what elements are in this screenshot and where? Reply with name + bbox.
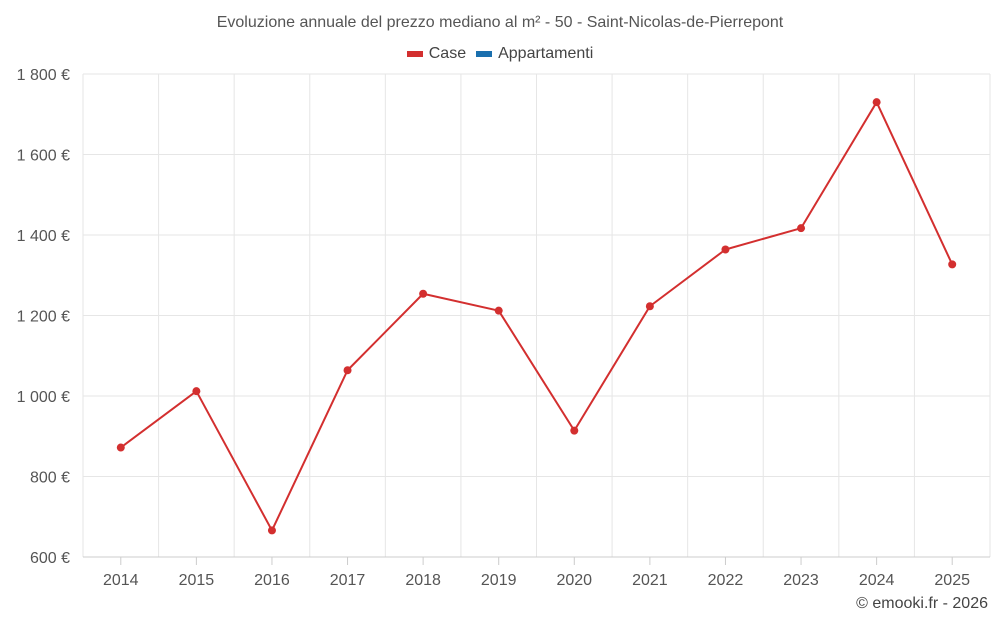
x-tick-label: 2017 [330,572,366,589]
data-point [343,366,352,375]
data-point [192,387,201,396]
legend-swatch-appartamenti [476,51,493,57]
x-tick-label: 2019 [481,572,517,589]
data-point [267,526,276,535]
y-tick-label: 1 200 € [17,309,70,326]
data-point [494,306,503,315]
y-tick-label: 800 € [30,470,70,487]
data-point [948,260,957,269]
x-tick-label: 2014 [103,572,139,589]
legend-swatch-case [406,51,423,57]
x-tick-label: 2023 [783,572,819,589]
x-tick-label: 2024 [859,572,895,589]
series-line-case [120,101,954,532]
y-tick-label: 600 € [30,550,70,567]
data-point [872,98,881,107]
data-point [645,302,654,311]
legend-label-case: Case [428,45,467,62]
x-tick-label: 2022 [708,572,744,589]
y-tick-label: 1 600 € [17,148,70,165]
data-point [797,224,806,233]
x-tick-label: 2016 [254,572,290,589]
y-tick-label: 1 000 € [17,389,70,406]
x-tick-label: 2021 [632,572,668,589]
x-tick-label: 2015 [179,572,215,589]
credit: © emooki.fr - 2026 [856,595,988,612]
legend-item-case[interactable]: Case [406,45,467,63]
x-tick-label: 2025 [934,572,970,589]
data-point [419,289,428,298]
y-tick-label: 1 400 € [17,228,70,245]
data-point [721,245,730,254]
data-point [570,426,579,435]
chart-title: Evoluzione annuale del prezzo mediano al… [216,14,784,31]
y-tick-label: 1 800 € [17,67,70,84]
legend-label-appartamenti: Appartamenti [498,45,594,62]
data-point [116,443,125,452]
legend: Case Appartamenti [0,45,1000,63]
legend-item-appartamenti[interactable]: Appartamenti [476,45,593,63]
x-tick-label: 2020 [556,572,592,589]
x-tick-label: 2018 [405,572,441,589]
